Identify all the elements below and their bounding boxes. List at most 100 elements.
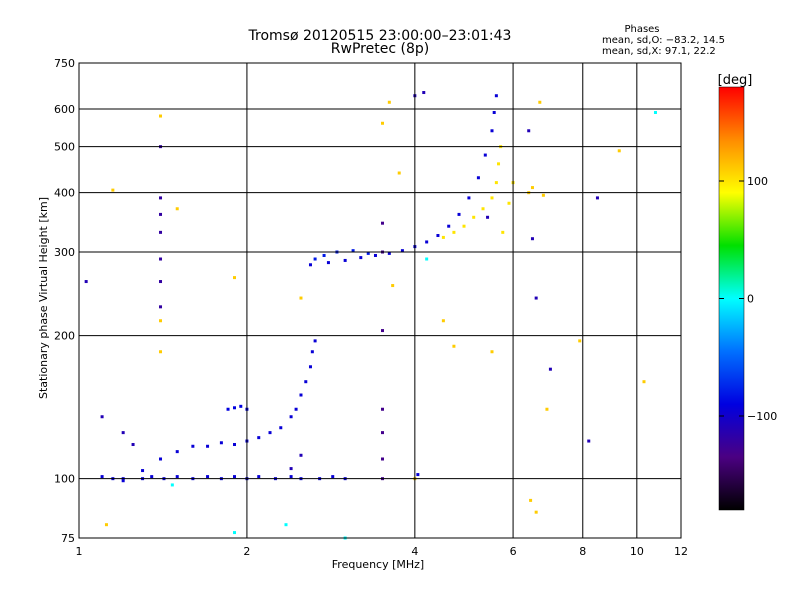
data-point bbox=[304, 380, 308, 384]
data-point bbox=[494, 181, 498, 185]
data-point bbox=[545, 407, 549, 411]
data-point bbox=[308, 263, 312, 267]
data-point bbox=[476, 176, 480, 180]
colorbar-tick-label: 100 bbox=[747, 175, 768, 188]
data-point bbox=[642, 380, 646, 384]
data-point bbox=[111, 188, 115, 192]
data-point bbox=[232, 475, 236, 479]
stats-x-mode: mean, sd,X: 97.1, 22.2 bbox=[602, 46, 716, 57]
colorbar-ticks: 100 0 −100 bbox=[719, 175, 777, 423]
data-point bbox=[497, 162, 501, 166]
data-point bbox=[380, 407, 384, 411]
data-point bbox=[159, 280, 163, 284]
data-point bbox=[331, 475, 335, 479]
data-point bbox=[257, 475, 261, 479]
data-point bbox=[373, 253, 377, 257]
data-point bbox=[380, 431, 384, 435]
data-point bbox=[422, 91, 426, 95]
data-point bbox=[294, 407, 298, 411]
data-point bbox=[400, 249, 404, 253]
data-point bbox=[530, 186, 534, 190]
data-point bbox=[159, 257, 163, 261]
data-point bbox=[159, 212, 163, 216]
x-tick-label: 10 bbox=[630, 545, 644, 558]
data-point bbox=[175, 475, 179, 479]
data-point bbox=[284, 523, 288, 527]
data-point bbox=[159, 196, 163, 200]
data-point bbox=[159, 305, 163, 309]
data-point bbox=[308, 365, 312, 369]
data-point bbox=[380, 329, 384, 333]
data-point bbox=[175, 207, 179, 211]
data-point bbox=[299, 296, 303, 300]
data-point bbox=[548, 367, 552, 371]
data-point bbox=[481, 207, 485, 211]
data-point bbox=[121, 431, 125, 435]
data-point bbox=[232, 276, 236, 280]
x-tick-label: 8 bbox=[579, 545, 586, 558]
data-point bbox=[257, 436, 261, 440]
data-point bbox=[232, 406, 236, 410]
data-point bbox=[175, 450, 179, 454]
data-point bbox=[219, 441, 223, 445]
y-tick-label: 75 bbox=[61, 532, 75, 545]
y-tick-label: 100 bbox=[54, 473, 75, 486]
y-tick-label: 750 bbox=[54, 57, 75, 70]
data-point bbox=[150, 475, 154, 479]
data-point bbox=[501, 230, 505, 234]
data-point bbox=[268, 431, 272, 435]
data-point bbox=[299, 453, 303, 457]
data-point bbox=[490, 196, 494, 200]
data-point bbox=[84, 280, 88, 284]
data-point bbox=[507, 201, 511, 205]
data-point bbox=[159, 230, 163, 234]
data-point bbox=[310, 350, 314, 354]
data-point bbox=[578, 339, 582, 343]
data-point bbox=[452, 344, 456, 348]
chart-subtitle: RwPretec (8p) bbox=[331, 41, 429, 57]
y-tick-label: 400 bbox=[54, 187, 75, 200]
stats-header: Phases bbox=[624, 24, 659, 35]
x-tick-label: 1 bbox=[76, 545, 83, 558]
data-point bbox=[425, 240, 429, 244]
data-point bbox=[206, 475, 210, 479]
x-tick-label: 4 bbox=[411, 545, 418, 558]
data-point bbox=[359, 256, 363, 260]
data-point bbox=[206, 444, 210, 448]
data-point bbox=[380, 457, 384, 461]
y-axis-label: Stationary phase Virtual Height [km] bbox=[37, 197, 50, 399]
y-tick-label: 600 bbox=[54, 103, 75, 116]
data-point bbox=[351, 249, 355, 253]
data-point bbox=[441, 319, 445, 323]
colorbar-label: [deg] bbox=[718, 73, 753, 88]
data-point bbox=[322, 253, 326, 257]
data-point bbox=[380, 121, 384, 125]
data-point bbox=[529, 498, 533, 502]
data-point bbox=[397, 171, 401, 175]
data-point bbox=[527, 129, 531, 133]
data-point bbox=[467, 196, 471, 200]
x-axis-ticks: 1 2 4 6 8 10 12 bbox=[76, 545, 689, 558]
x-axis-label: Frequency [MHz] bbox=[332, 558, 424, 571]
data-point bbox=[326, 261, 330, 265]
data-point bbox=[121, 479, 125, 483]
data-point bbox=[462, 224, 466, 228]
data-point bbox=[100, 475, 104, 479]
data-point bbox=[313, 339, 317, 343]
data-point bbox=[191, 444, 195, 448]
x-tick-label: 12 bbox=[674, 545, 688, 558]
data-point bbox=[492, 110, 496, 114]
data-point bbox=[289, 475, 293, 479]
data-point bbox=[343, 258, 347, 262]
data-points-layer bbox=[84, 91, 657, 540]
data-point bbox=[104, 523, 108, 527]
data-point bbox=[289, 467, 293, 471]
y-tick-label: 200 bbox=[54, 330, 75, 343]
data-point bbox=[490, 129, 494, 133]
data-point bbox=[425, 257, 429, 261]
data-point bbox=[387, 251, 391, 255]
y-axis-ticks: 75 100 200 300 400 500 600 750 bbox=[54, 57, 75, 545]
data-point bbox=[387, 100, 391, 104]
data-point bbox=[366, 251, 370, 255]
